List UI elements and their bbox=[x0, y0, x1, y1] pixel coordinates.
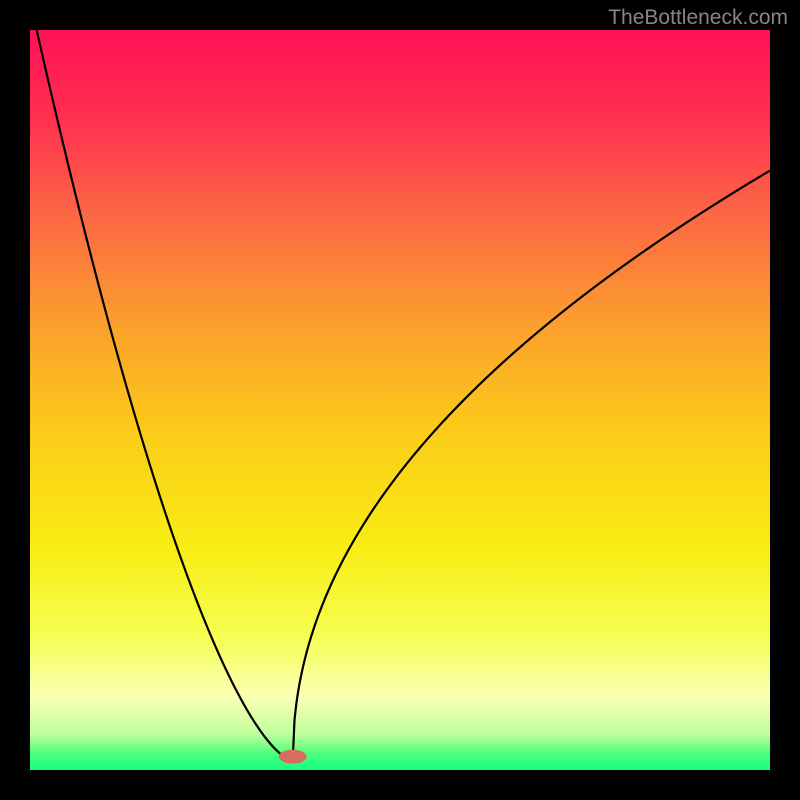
minimum-marker bbox=[279, 750, 307, 764]
chart-svg bbox=[30, 30, 770, 770]
watermark-text: TheBottleneck.com bbox=[608, 6, 788, 30]
bottleneck-chart bbox=[30, 30, 770, 770]
chart-background bbox=[30, 30, 770, 770]
